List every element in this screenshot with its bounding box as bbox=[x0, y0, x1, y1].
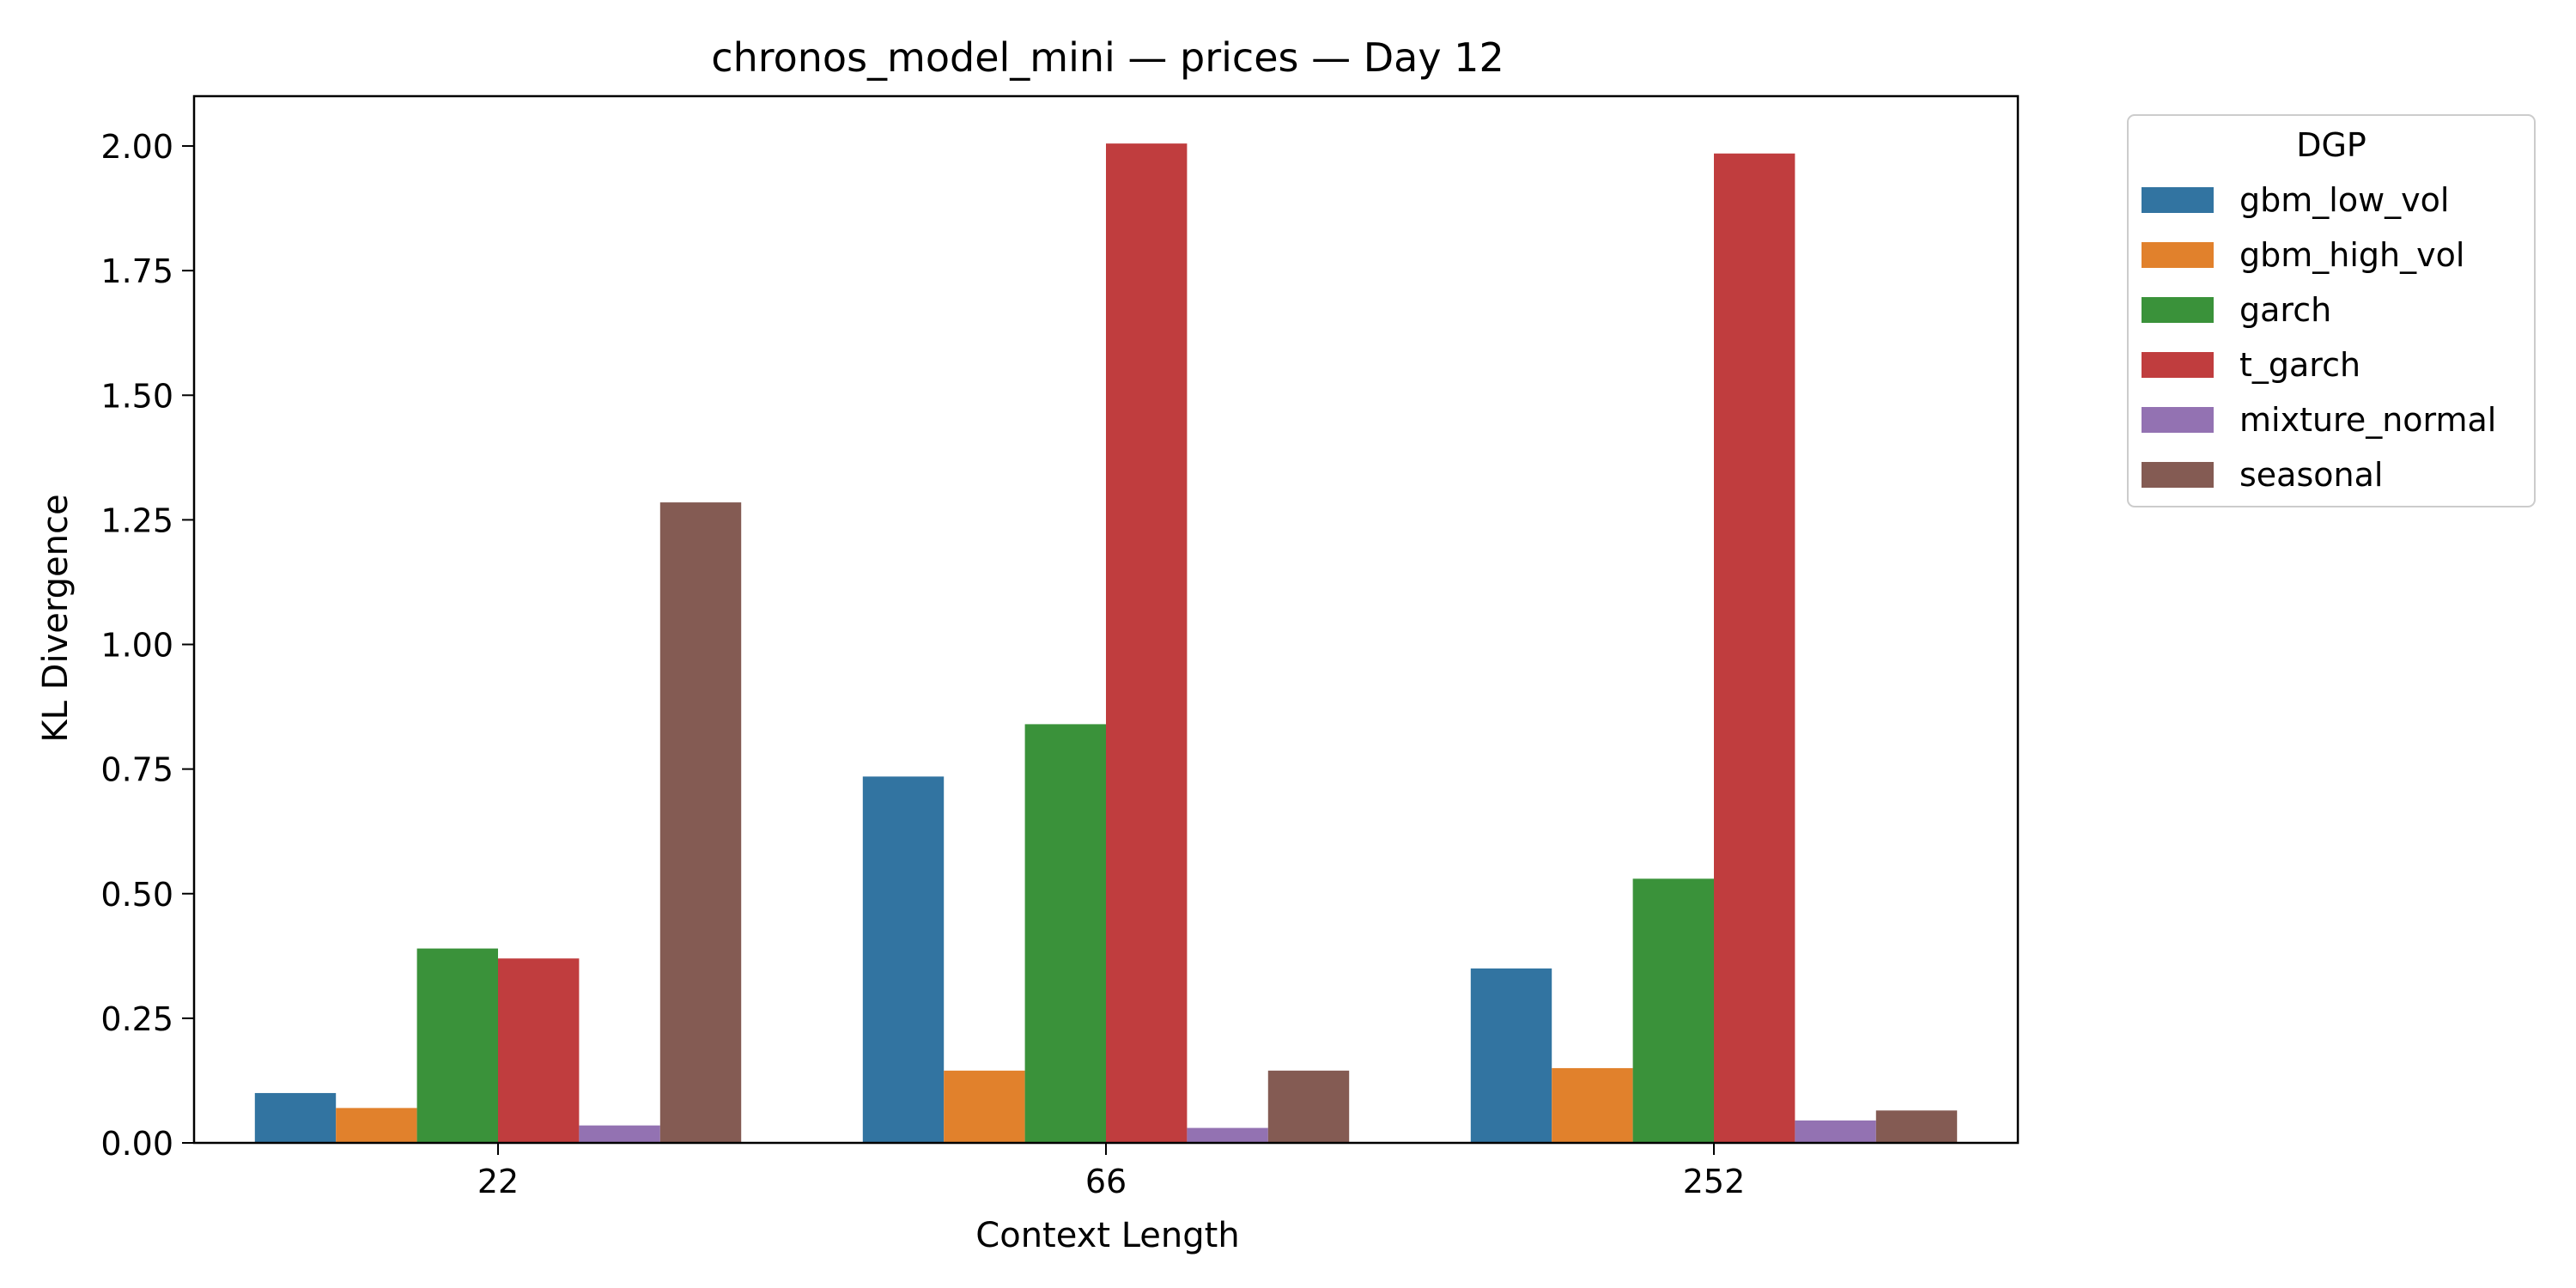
legend-swatch-garch bbox=[2142, 297, 2214, 323]
y-tick-label: 1.75 bbox=[100, 252, 173, 290]
y-tick-label: 0.00 bbox=[100, 1125, 173, 1163]
bar-mixture_normal-252 bbox=[1795, 1120, 1876, 1143]
legend-title: DGP bbox=[2296, 126, 2366, 164]
bar-gbm_low_vol-252 bbox=[1470, 968, 1552, 1143]
x-tick-label: 252 bbox=[1683, 1163, 1746, 1200]
bar-mixture_normal-66 bbox=[1187, 1127, 1268, 1143]
bar-seasonal-252 bbox=[1875, 1110, 1958, 1143]
bar-seasonal-22 bbox=[659, 502, 742, 1143]
bar-t_garch-66 bbox=[1106, 143, 1188, 1143]
bar-garch-66 bbox=[1024, 724, 1106, 1143]
x-axis-label: Context Length bbox=[975, 1216, 1239, 1255]
bar-mixture_normal-22 bbox=[579, 1125, 660, 1143]
bar-gbm_low_vol-66 bbox=[862, 776, 945, 1143]
legend-swatch-mixture_normal bbox=[2142, 407, 2214, 433]
bar-t_garch-22 bbox=[498, 958, 580, 1143]
x-tick-label: 66 bbox=[1085, 1163, 1127, 1200]
legend-label-gbm_low_vol: gbm_low_vol bbox=[2239, 181, 2449, 219]
y-tick-label: 2.00 bbox=[100, 128, 173, 166]
y-tick-label: 1.00 bbox=[100, 627, 173, 665]
bar-gbm_low_vol-22 bbox=[254, 1092, 337, 1143]
legend-swatch-t_garch bbox=[2142, 352, 2214, 378]
legend-label-gbm_high_vol: gbm_high_vol bbox=[2239, 236, 2464, 274]
legend-label-t_garch: t_garch bbox=[2239, 346, 2360, 384]
bar-gbm_high_vol-22 bbox=[336, 1108, 417, 1143]
y-tick-label: 1.25 bbox=[100, 501, 173, 539]
bar-seasonal-66 bbox=[1267, 1070, 1350, 1143]
legend-label-seasonal: seasonal bbox=[2239, 456, 2383, 494]
bar-t_garch-252 bbox=[1714, 153, 1795, 1143]
legend-swatch-seasonal bbox=[2142, 462, 2214, 488]
y-axis-label: KL Divergence bbox=[36, 494, 76, 742]
plot-frame bbox=[192, 94, 2020, 1145]
chart-title: chronos_model_mini — prices — Day 12 bbox=[711, 34, 1504, 81]
legend-label-mixture_normal: mixture_normal bbox=[2239, 401, 2496, 439]
plot-area: 0.00 0.25 0.50 0.75 1.00 1.25 1.50 1.75 2.00 22 66… bbox=[100, 94, 2020, 1200]
legend-swatch-gbm_high_vol bbox=[2142, 242, 2214, 268]
bar-gbm_high_vol-252 bbox=[1552, 1067, 1633, 1143]
bar-gbm_high_vol-66 bbox=[944, 1070, 1025, 1143]
y-tick-label: 0.25 bbox=[100, 1000, 173, 1038]
legend-swatch-gbm_low_vol bbox=[2142, 187, 2214, 213]
bar-garch-22 bbox=[416, 948, 498, 1143]
y-tick-label: 0.75 bbox=[100, 751, 173, 789]
y-tick-label: 1.50 bbox=[100, 377, 173, 415]
legend-label-garch: garch bbox=[2239, 291, 2331, 329]
x-tick-label: 22 bbox=[477, 1163, 519, 1200]
bar-garch-252 bbox=[1632, 878, 1714, 1143]
y-tick-label: 0.50 bbox=[100, 876, 173, 914]
legend-box bbox=[2127, 114, 2536, 507]
